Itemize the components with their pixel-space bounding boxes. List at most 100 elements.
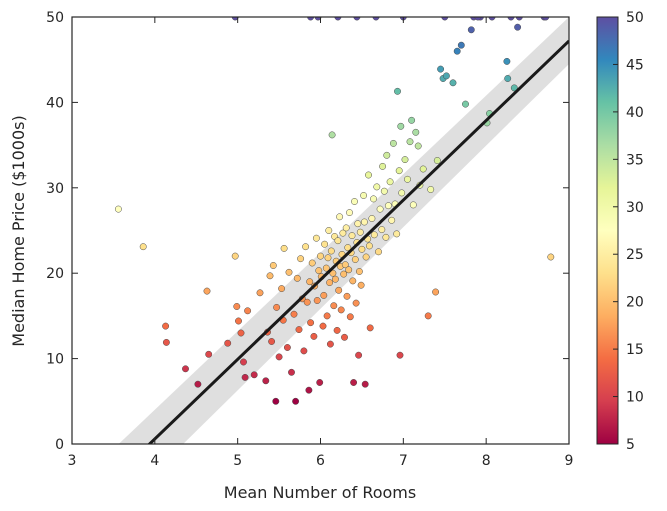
data-point — [295, 326, 303, 334]
data-point — [319, 322, 327, 330]
data-point — [348, 232, 356, 240]
data-point — [503, 57, 511, 65]
data-point — [325, 227, 333, 234]
data-point — [205, 350, 213, 358]
data-point — [237, 329, 245, 337]
data-point — [203, 287, 211, 295]
x-tick-label: 6 — [316, 453, 325, 469]
x-tick-label: 4 — [150, 453, 159, 469]
data-point — [194, 380, 202, 388]
data-point — [241, 373, 249, 381]
data-point — [292, 397, 300, 405]
data-point — [376, 205, 384, 213]
data-point — [427, 186, 435, 193]
data-point — [293, 274, 301, 282]
x-tick-label: 5 — [233, 453, 242, 469]
data-point — [256, 289, 264, 297]
data-point — [547, 253, 555, 261]
colorbar-tick-label: 15 — [626, 342, 644, 358]
data-point — [378, 226, 386, 234]
data-point — [269, 262, 277, 269]
data-point — [303, 298, 311, 306]
data-point — [388, 216, 396, 224]
data-point — [326, 279, 334, 287]
x-tick-label: 7 — [399, 453, 408, 469]
data-point — [315, 267, 323, 275]
data-point — [341, 333, 348, 341]
data-point — [393, 230, 401, 238]
data-point — [352, 299, 360, 307]
colorbar-tick-label: 35 — [626, 152, 644, 168]
data-point — [355, 351, 363, 359]
scatter-points-layer — [114, 17, 555, 405]
data-point — [375, 248, 382, 256]
data-point — [285, 268, 293, 276]
data-point — [361, 380, 369, 388]
data-point — [182, 365, 189, 373]
colorbar-tick-label: 30 — [626, 200, 644, 216]
data-point — [235, 317, 242, 325]
x-tick-label: 3 — [68, 453, 77, 469]
data-point — [250, 371, 258, 379]
x-tick-label: 9 — [565, 453, 574, 469]
data-point — [360, 192, 368, 199]
data-point — [386, 178, 394, 186]
data-point — [224, 339, 232, 347]
colorbar — [596, 16, 619, 445]
data-point — [442, 72, 450, 80]
colorbar-ticks: 5 10 15 20 25 30 35 40 45 50 — [613, 10, 644, 453]
colorbar-tick-label: 45 — [626, 57, 644, 73]
data-point — [337, 306, 345, 314]
data-point — [366, 324, 374, 332]
data-point — [280, 244, 288, 252]
data-point — [331, 275, 339, 283]
data-point — [340, 270, 348, 278]
y-tick-label: 30 — [46, 181, 64, 197]
data-point — [307, 319, 315, 327]
data-point — [504, 75, 512, 82]
data-point — [398, 189, 406, 197]
colorbar-tick-label: 50 — [626, 10, 644, 26]
data-point — [467, 26, 475, 34]
data-point — [409, 201, 417, 209]
data-point — [342, 224, 350, 232]
data-point — [350, 379, 358, 386]
x-axis-ticks: 3 4 5 6 7 8 9 — [68, 17, 574, 469]
data-point — [322, 264, 330, 272]
data-point — [453, 47, 461, 55]
data-point — [300, 347, 308, 355]
data-point — [316, 379, 324, 386]
data-point — [327, 247, 335, 255]
data-point — [395, 167, 403, 175]
regression-line-layer — [147, 39, 569, 444]
data-point — [510, 84, 518, 92]
data-point — [389, 139, 397, 147]
data-point — [305, 386, 313, 394]
data-point — [275, 353, 283, 361]
data-point — [233, 303, 241, 310]
data-point — [310, 332, 318, 340]
data-point — [306, 278, 314, 286]
data-point — [449, 79, 457, 87]
colorbar-tick-label: 5 — [626, 437, 635, 453]
data-point — [424, 312, 432, 320]
data-point — [330, 302, 338, 310]
data-point — [341, 261, 349, 269]
data-point — [360, 218, 368, 226]
data-point — [404, 175, 411, 183]
colorbar-tick-label: 25 — [626, 247, 644, 263]
data-point — [406, 138, 414, 146]
data-point — [139, 243, 147, 251]
data-point — [408, 116, 416, 124]
data-point — [335, 286, 343, 294]
data-point — [317, 252, 324, 260]
data-point — [355, 268, 363, 275]
x-tick-label: 8 — [482, 453, 491, 469]
data-point — [114, 205, 122, 213]
data-point — [324, 254, 332, 262]
data-point — [297, 255, 305, 263]
data-point — [313, 297, 321, 304]
data-point — [358, 245, 366, 253]
data-point — [414, 142, 422, 150]
